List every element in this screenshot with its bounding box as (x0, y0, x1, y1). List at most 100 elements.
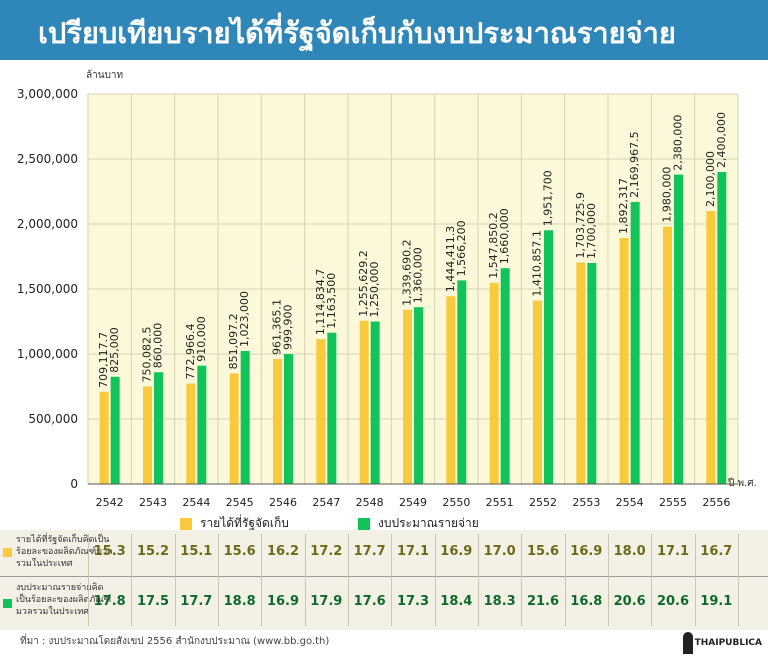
y-tick-label: 3,000,000 (17, 87, 78, 101)
x-tick-label: 2547 (312, 496, 340, 509)
page-title: เปรียบเทียบรายได้ที่รัฐจัดเก็บกับงบประมา… (38, 16, 676, 50)
footer: ที่มา : งบประมาณโดยสังเขป 2556 สำนักงบปร… (0, 630, 768, 659)
table-vline (174, 534, 176, 626)
x-tick-label: 2550 (442, 496, 470, 509)
thaipublica-logo: THAIPUBLICA (682, 632, 762, 654)
table-cell: 17.3 (396, 594, 430, 609)
table-vline (478, 534, 479, 626)
x-tick-label: 2546 (269, 496, 297, 509)
x-tick-label: 2551 (486, 496, 514, 509)
bar-budget (327, 332, 337, 484)
bar-revenue (619, 237, 629, 484)
table-cell: 17.1 (396, 544, 430, 559)
row-swatch-budget (3, 599, 12, 608)
table-cell: 15.3 (93, 544, 126, 559)
table-vline (608, 534, 609, 626)
table-cell: 18.8 (223, 594, 256, 609)
table-cell: 15.6 (526, 544, 560, 559)
table-vline (391, 534, 393, 626)
legend-swatch-budget (358, 517, 370, 530)
data-label-revenue: 961,365.1 (271, 299, 284, 355)
data-label-revenue: 1,255,629.2 (357, 250, 370, 316)
data-label-budget: 1,360,000 (412, 247, 425, 303)
bar-revenue (489, 282, 499, 484)
data-label-budget: 860,000 (152, 323, 165, 369)
row-label-budget: งบประมาณรายจ่ายคิดเป็นร้อยละของผลิตภัณฑ์… (16, 583, 112, 617)
table-vline (131, 534, 133, 626)
legend-label-budget: งบประมาณรายจ่าย (378, 516, 479, 530)
data-label-budget: 2,400,000 (715, 112, 728, 168)
y-tick-label: 2,000,000 (17, 217, 78, 231)
bar-budget (630, 201, 640, 484)
data-label-revenue: 709,117.7 (97, 332, 110, 388)
table-cell: 18.4 (440, 594, 473, 609)
bar-revenue (533, 300, 542, 484)
bar-budget (414, 307, 423, 484)
table-cell: 16.9 (570, 544, 603, 559)
table-row-budget: งบประมาณรายจ่ายคิดเป็นร้อยละของผลิตภัณฑ์… (0, 577, 768, 630)
legend: รายได้ที่รัฐจัดเก็บ งบประมาณรายจ่าย (0, 514, 768, 536)
data-label-revenue: 1,703,725.9 (574, 192, 587, 258)
data-label-revenue: 2,100,000 (704, 151, 717, 207)
x-tick-label: 2549 (399, 496, 427, 509)
data-label-revenue: 1,980,000 (661, 167, 674, 223)
x-unit-label: ปี พ.ศ. (728, 478, 757, 489)
data-label-revenue: 1,114,834.7 (314, 269, 327, 335)
data-label-budget: 910,000 (195, 316, 208, 362)
table-cell: 17.8 (93, 594, 126, 609)
table-cell: 15.2 (136, 544, 170, 559)
bar-budget (500, 268, 510, 484)
data-label-revenue: 1,339,690.2 (401, 239, 414, 305)
data-label-budget: 1,023,000 (238, 291, 251, 347)
table-cell: 16.8 (570, 594, 603, 609)
x-tick-label: 2545 (226, 496, 254, 509)
table-cell: 17.0 (483, 544, 516, 559)
table-cell: 17.7 (353, 544, 386, 559)
bar-budget (284, 354, 293, 484)
x-tick-label: 2554 (616, 496, 644, 509)
data-label-budget: 2,380,000 (672, 115, 685, 171)
bar-revenue (663, 226, 672, 484)
bar-revenue (273, 359, 282, 484)
table-cell: 18.3 (483, 594, 516, 609)
table-cell: 16.9 (266, 594, 300, 609)
source-note: ที่มา : งบประมาณโดยสังเขป 2556 สำนักงบปร… (20, 636, 330, 647)
table-cell: 17.5 (136, 594, 170, 609)
gdp-ratio-table: รายได้ที่รัฐจัดเก็บคิดเป็นร้อยละของผลิตภ… (0, 530, 768, 630)
data-label-revenue: 1,410,857.1 (531, 230, 544, 296)
table-vline (434, 534, 436, 626)
data-label-revenue: 1,444,411.3 (444, 226, 457, 292)
x-tick-label: 2555 (659, 496, 687, 509)
table-cell: 17.9 (310, 594, 343, 609)
data-label-budget: 1,163,500 (325, 273, 338, 329)
table-cell: 17.6 (353, 594, 386, 609)
table-vline (348, 534, 349, 626)
table-cell: 17.2 (310, 544, 343, 559)
table-divider (0, 576, 768, 577)
data-label-budget: 1,700,000 (585, 203, 598, 259)
bar-revenue (576, 262, 586, 484)
y-tick-label: 1,000,000 (17, 347, 78, 361)
chart-area: ล้านบาท 0 500,000 1,000,000 1,500,000 2,000,… (0, 60, 768, 530)
data-label-budget: 1,660,000 (498, 208, 511, 264)
data-label-budget: 1,951,700 (542, 170, 555, 226)
table-vline (564, 534, 566, 626)
table-vline (738, 534, 739, 626)
data-label-revenue: 1,892,317 (617, 178, 630, 234)
y-unit-label: ล้านบาท (86, 70, 124, 81)
table-cell: 17.7 (180, 594, 213, 609)
table-cell: 21.6 (526, 594, 560, 609)
table-cell: 17.1 (656, 544, 690, 559)
table-vline (304, 534, 306, 626)
data-label-budget: 999,900 (282, 305, 295, 351)
x-tick-label: 2556 (702, 496, 730, 509)
bar-revenue (99, 391, 109, 484)
table-cell: 20.6 (656, 594, 690, 609)
data-label-revenue: 851,097.2 (227, 313, 240, 369)
bar-budget (110, 376, 120, 484)
data-label-revenue: 772,966.4 (184, 324, 197, 380)
table-vline (521, 534, 523, 626)
table-vline (218, 534, 219, 626)
legend-item-revenue: รายได้ที่รัฐจัดเก็บ (180, 514, 289, 533)
bar-revenue (359, 320, 369, 484)
